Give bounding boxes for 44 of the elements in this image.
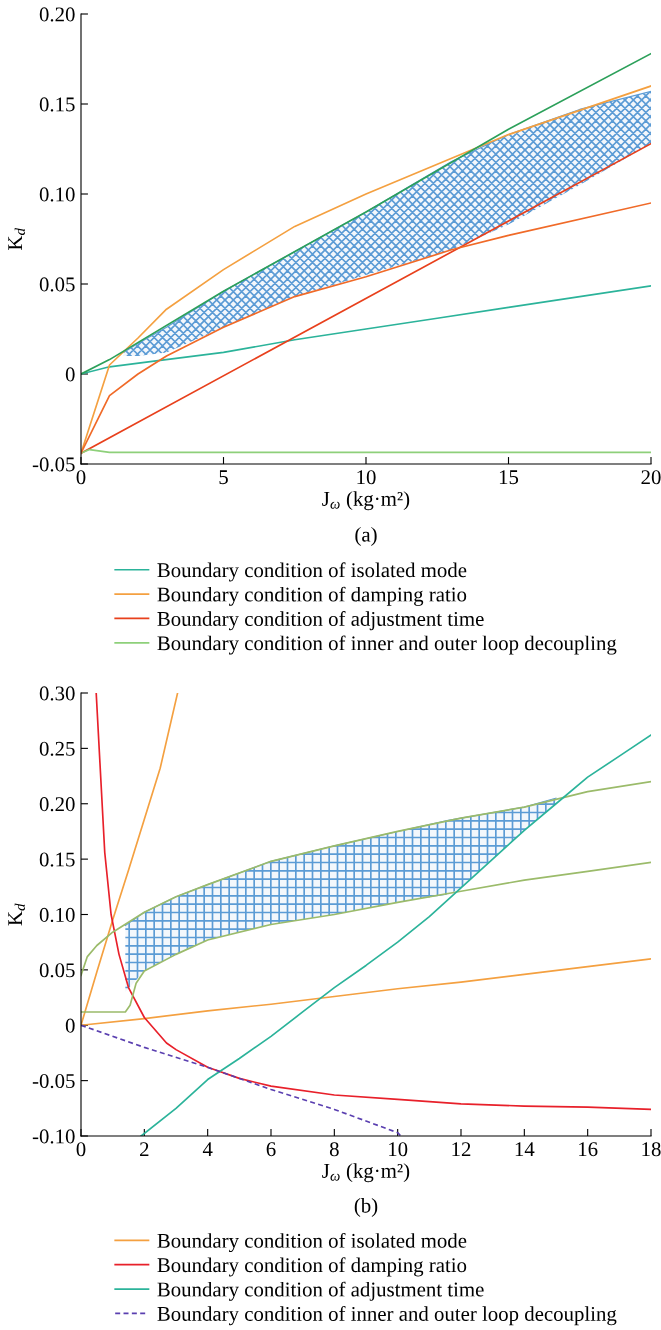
y-tick-label: 0 xyxy=(65,1018,75,1033)
x-tick-label: 5 xyxy=(219,470,228,485)
x-axis-title: J$_{ω}$ (kg·m²) xyxy=(322,1163,410,1183)
x-tick-label: 10 xyxy=(357,470,376,485)
y-axis-title: K$_{d}$ xyxy=(8,228,25,250)
legend-label: Boundary condition of damping ratio xyxy=(157,586,467,606)
legend-label: Boundary condition of damping ratio xyxy=(157,1257,467,1277)
y-tick-label: 0.05 xyxy=(39,277,75,292)
legend-label: Boundary condition of isolated mode xyxy=(157,562,467,582)
x-tick-label: 14 xyxy=(515,1142,535,1157)
x-tick-label: 0 xyxy=(76,1142,86,1157)
y-tick-label: 0.05 xyxy=(39,963,75,978)
legend-label: Boundary condition of inner and outer loop decoupling xyxy=(157,635,617,655)
y-tick-label: 0.15 xyxy=(39,852,75,867)
text: (b) xyxy=(354,1198,378,1217)
y-axis-title: K$_{d}$ xyxy=(8,903,25,926)
x-tick-label: 0 xyxy=(76,470,86,485)
y-tick-label: -0.10 xyxy=(32,1129,75,1144)
x-axis-title: J$_{ω}$ (kg·m²) xyxy=(322,491,410,511)
y-tick-label: 0.25 xyxy=(39,741,75,756)
x-tick-label: 16 xyxy=(579,1142,598,1157)
y-tick-label: 0 xyxy=(65,367,75,382)
x-tick-label: 18 xyxy=(642,1142,661,1157)
y-tick-label: 0.10 xyxy=(39,907,75,923)
x-tick-label: 12 xyxy=(452,1142,471,1157)
x-tick-label: 4 xyxy=(202,1142,213,1157)
legend-label: Boundary condition of adjustment time xyxy=(157,1281,484,1301)
x-tick-label: 10 xyxy=(389,1142,408,1157)
y-tick-label: 0.10 xyxy=(39,187,75,202)
x-tick-label: 6 xyxy=(266,1142,276,1157)
y-tick-label: 0.20 xyxy=(39,797,75,812)
x-tick-label: 8 xyxy=(329,1142,339,1157)
y-tick-label: 0.20 xyxy=(39,7,75,22)
legend-label: Boundary condition of inner and outer loop decoupling xyxy=(157,1306,617,1326)
legend-label: Boundary condition of isolated mode xyxy=(157,1232,467,1253)
y-tick-label: -0.05 xyxy=(32,457,75,472)
legend-label: Boundary condition of adjustment time xyxy=(157,611,484,631)
y-tick-label: -0.05 xyxy=(32,1074,75,1089)
x-tick-label: 15 xyxy=(499,470,519,485)
text: (a) xyxy=(355,527,377,546)
y-tick-label: 0.15 xyxy=(39,97,75,112)
y-tick-label: 0.30 xyxy=(39,686,75,701)
x-tick-label: 20 xyxy=(641,470,661,485)
x-tick-label: 2 xyxy=(140,1142,149,1157)
